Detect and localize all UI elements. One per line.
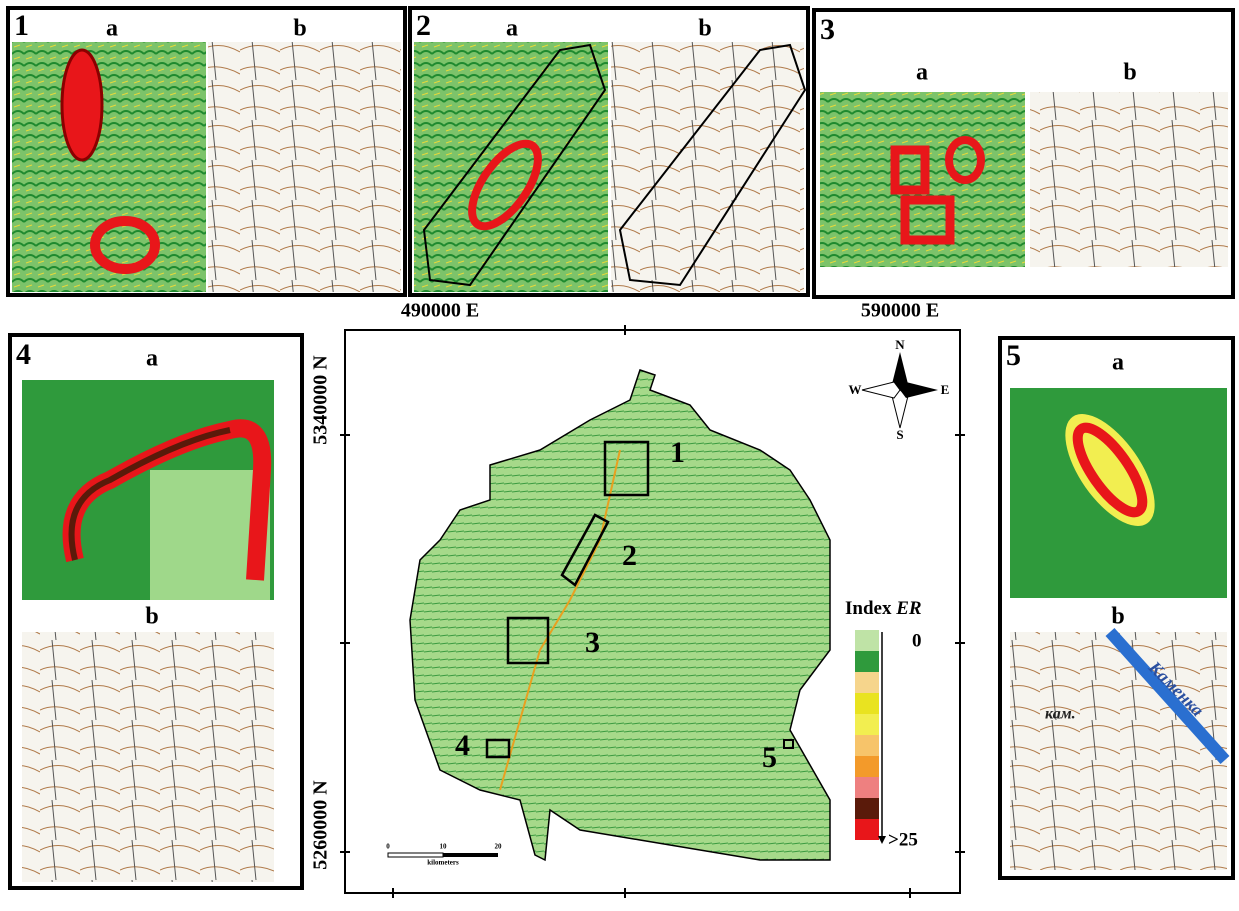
x-coordinate: 590000 E [861,300,939,322]
legend-swatch [855,756,879,777]
inset-b [1010,632,1227,870]
compass-label: S [896,427,903,442]
inset-b [208,42,401,292]
legend-min: 0 [912,630,922,651]
panel-number: 5 [1006,339,1021,372]
inset-label: a [146,346,158,372]
legend-swatch [855,714,879,735]
legend-swatch [855,798,879,819]
site-label: 3 [585,626,600,659]
compass-label: W [849,382,862,397]
legend-swatch [855,777,879,798]
legend-swatch [855,693,879,714]
legend [855,630,879,840]
legend-title-text: Index [845,598,892,619]
inset-label: a [106,16,118,42]
y-coordinate: 5260000 N [310,780,332,870]
legend-swatch [855,735,879,756]
panel-2: 2 a b [410,8,808,295]
inset-b [611,42,804,292]
legend-title: Index ER [845,598,922,619]
inset-a [12,42,206,292]
panel-number: 1 [14,9,29,42]
inset-label: a [916,60,928,86]
legend-title-italic: ER [895,598,921,619]
inset-b [22,632,274,882]
inset-label: b [1111,604,1124,630]
y-coordinate: 5340000 N [310,355,332,445]
legend-swatch [855,672,879,693]
legend-swatch [855,819,879,840]
compass-label: N [895,337,905,352]
erosion-zone [62,50,102,160]
legend-swatch [855,651,879,672]
scale-tick: 20 [495,843,503,851]
inset-b [1030,92,1228,267]
scale-tick: 0 [386,843,390,851]
main-map: 1 2 3 4 5 490000 E 590000 E 5340000 N 52… [310,300,965,898]
inset-label: b [293,16,306,42]
scale-segment [388,853,443,857]
panel-number: 2 [416,9,431,42]
site-label: 1 [670,436,685,469]
panel-number: 3 [820,13,835,46]
inset-label: b [145,604,158,630]
panel-5: Каменка кам. 5 a b [1000,338,1233,878]
inset-label: b [1123,60,1136,86]
scale-unit: kilometers [427,859,459,867]
site-label: 4 [455,729,470,762]
x-coordinate: 490000 E [401,300,479,322]
panel-4: 4 a b [10,335,302,888]
site-label: 2 [622,539,637,572]
legend-swatch [855,630,879,651]
figure: 1 a b 2 a b 3 a b 4 a b [0,0,1239,911]
inset-a [414,42,608,292]
compass-label: E [941,382,950,397]
panel-3: 3 a b [814,10,1233,297]
map-text: кам. [1045,706,1076,723]
legend-max: >25 [888,829,918,850]
panel-1: 1 a b [8,8,405,295]
inset-label: b [698,16,711,42]
scale-tick: 10 [440,843,448,851]
site-label: 5 [762,741,777,774]
inset-label: a [506,16,518,42]
scale-segment [443,853,498,857]
inset-label: a [1112,350,1124,376]
panel-number: 4 [16,338,31,371]
